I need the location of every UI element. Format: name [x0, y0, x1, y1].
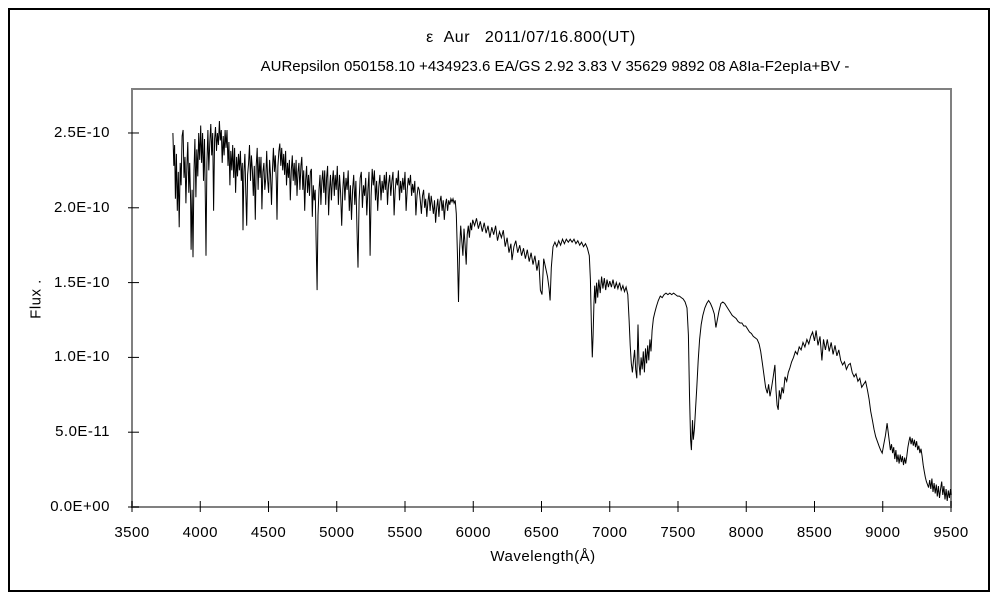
chart-subtitle: AURepsilon 050158.10 +434923.6 EA/GS 2.9… — [260, 58, 850, 75]
x-tick-label: 5000 — [319, 524, 355, 541]
x-tick-label: 3500 — [114, 524, 150, 541]
y-tick-label: 0.0E+00 — [50, 498, 110, 515]
x-tick-label: 9000 — [865, 524, 901, 541]
y-tick-label: 1.5E-10 — [53, 273, 110, 291]
x-tick-label: 6500 — [523, 524, 560, 541]
y-tick-label: 2.5E-10 — [53, 123, 110, 141]
y-tick-label: 5.0E-11 — [55, 423, 110, 441]
y-tick-label: 2.0E-10 — [53, 198, 110, 216]
x-tick-label: 7500 — [660, 524, 696, 541]
x-tick-label: 8500 — [796, 524, 833, 541]
plot-frame — [131, 88, 952, 508]
x-tick-label: 9500 — [933, 524, 969, 541]
x-tick-label: 8000 — [728, 524, 764, 541]
x-tick-label: 6000 — [455, 524, 491, 541]
x-tick-label: 4500 — [250, 524, 287, 541]
x-axis-title: Wavelength(Å) — [490, 548, 596, 565]
x-tick-label: 7000 — [592, 524, 628, 541]
spectrum-line — [172, 120, 952, 502]
x-tick-label: 5500 — [387, 524, 423, 541]
x-tick-label: 4000 — [182, 524, 218, 541]
chart-title: ε Aur 2011/07/16.800(UT) — [426, 29, 636, 46]
y-tick-label: 1.0E-10 — [53, 348, 110, 366]
y-axis-title: Flux . — [27, 279, 45, 319]
